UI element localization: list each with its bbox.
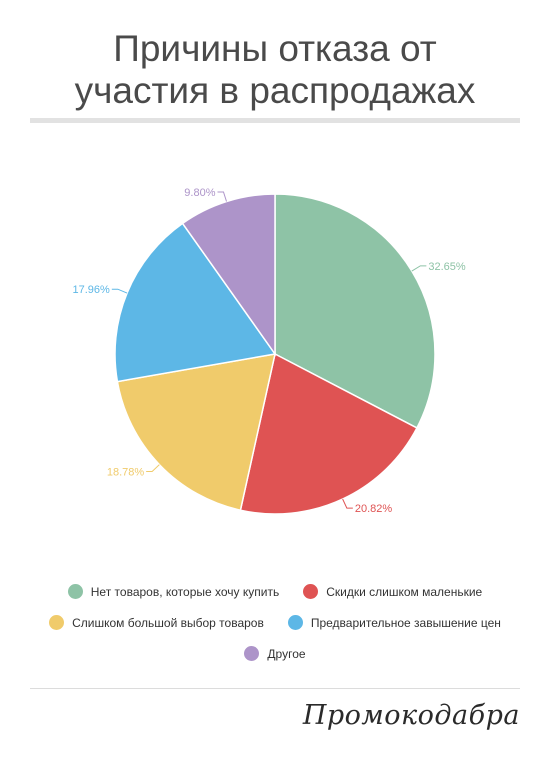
legend-label: Нет товаров, которые хочу купить [90,584,280,599]
slice-percent-label: 20.82% [355,503,393,515]
legend-label: Другое [267,646,306,661]
legend-swatch [287,615,303,630]
legend-item: Предварительное завышение цен [287,615,501,630]
legend-swatch [67,584,83,599]
label-leader-line [342,498,353,509]
slice-percent-label: 18.78% [107,467,145,479]
chart-title: Причины отказа от участия в распродажах [0,28,550,112]
pie-slice [274,193,436,429]
label-leader-line [411,265,427,272]
label-leader-line [146,464,160,473]
slice-percent-label: 32.65% [428,261,466,273]
legend-label: Слишком большой выбор товаров [72,615,264,630]
legend-row-1: Нет товаров, которые хочу купить Скидки … [0,576,550,607]
label-leader-line [217,191,227,202]
chart-title-line-1: Причины отказа от [113,28,437,69]
legend-item: Нет товаров, которые хочу купить [67,584,280,599]
legend-label: Предварительное завышение цен [310,615,501,630]
pie-chart: 32.65% 20.82% 18.78% 17.96% 9.80% [73,187,466,515]
footer-divider [30,688,520,689]
label-leader-line [111,288,128,294]
legend-swatch [303,584,319,599]
legend-item: Другое [244,646,306,661]
legend-swatch [49,615,65,630]
legend: Нет товаров, которые хочу купить Скидки … [0,576,550,669]
brand-logo: Промокодабра [302,700,520,731]
legend-row-3: Другое [0,638,550,669]
slice-percent-label: 17.96% [73,284,111,296]
chart-title-line-2: участия в распродажах [74,70,476,111]
legend-swatch [244,646,260,661]
legend-item: Скидки слишком маленькие [303,584,482,599]
title-divider [30,118,520,123]
slice-percent-label: 9.80% [184,187,215,199]
legend-item: Слишком большой выбор товаров [49,615,264,630]
legend-label: Скидки слишком маленькие [326,584,483,599]
legend-row-2: Слишком большой выбор товаров Предварите… [0,607,550,638]
